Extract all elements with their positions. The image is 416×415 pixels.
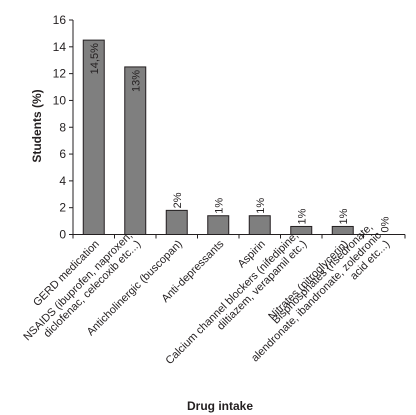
data-label: 1% — [213, 198, 225, 214]
y-axis-title: Students (%) — [30, 89, 44, 162]
y-tick-label: 16 — [53, 13, 67, 27]
data-labels: 14,5% 13% 2% 1% 1% 1% 1% 0% — [89, 43, 392, 233]
data-label: 13% — [130, 70, 142, 92]
y-tick-label: 2 — [59, 201, 66, 215]
category-label-line: NSAIDS (ibuprofen, naproxen, — [21, 230, 135, 344]
bar — [207, 215, 230, 235]
data-label: 0% — [379, 216, 391, 232]
category-label-line: Calcium channel blockers (nifedipine, — [164, 230, 301, 367]
y-tick-label: 8 — [59, 120, 66, 134]
y-axis: 0 2 4 6 8 10 12 14 16 — [53, 13, 406, 242]
bar — [331, 225, 354, 236]
data-label: 2% — [172, 192, 184, 208]
x-axis-title: Drug intake — [187, 399, 253, 413]
data-label: 1% — [338, 208, 350, 224]
bars — [82, 39, 354, 236]
bar — [290, 225, 313, 236]
bar — [165, 209, 188, 235]
y-tick-label: 10 — [53, 93, 67, 107]
bar — [82, 39, 105, 235]
data-label: 1% — [255, 198, 267, 214]
y-tick-label: 14 — [53, 40, 67, 54]
y-tick-label: 4 — [59, 174, 66, 188]
category-label-line: alendronate, ibandronate, zoledronic — [249, 229, 384, 364]
y-tick-label: 6 — [59, 147, 66, 161]
data-label: 14,5% — [89, 43, 101, 74]
y-tick-label: 12 — [53, 67, 67, 81]
data-label: 1% — [296, 208, 308, 224]
bar — [124, 66, 147, 235]
bar — [248, 215, 271, 235]
y-tick-label: 0 — [59, 228, 66, 242]
